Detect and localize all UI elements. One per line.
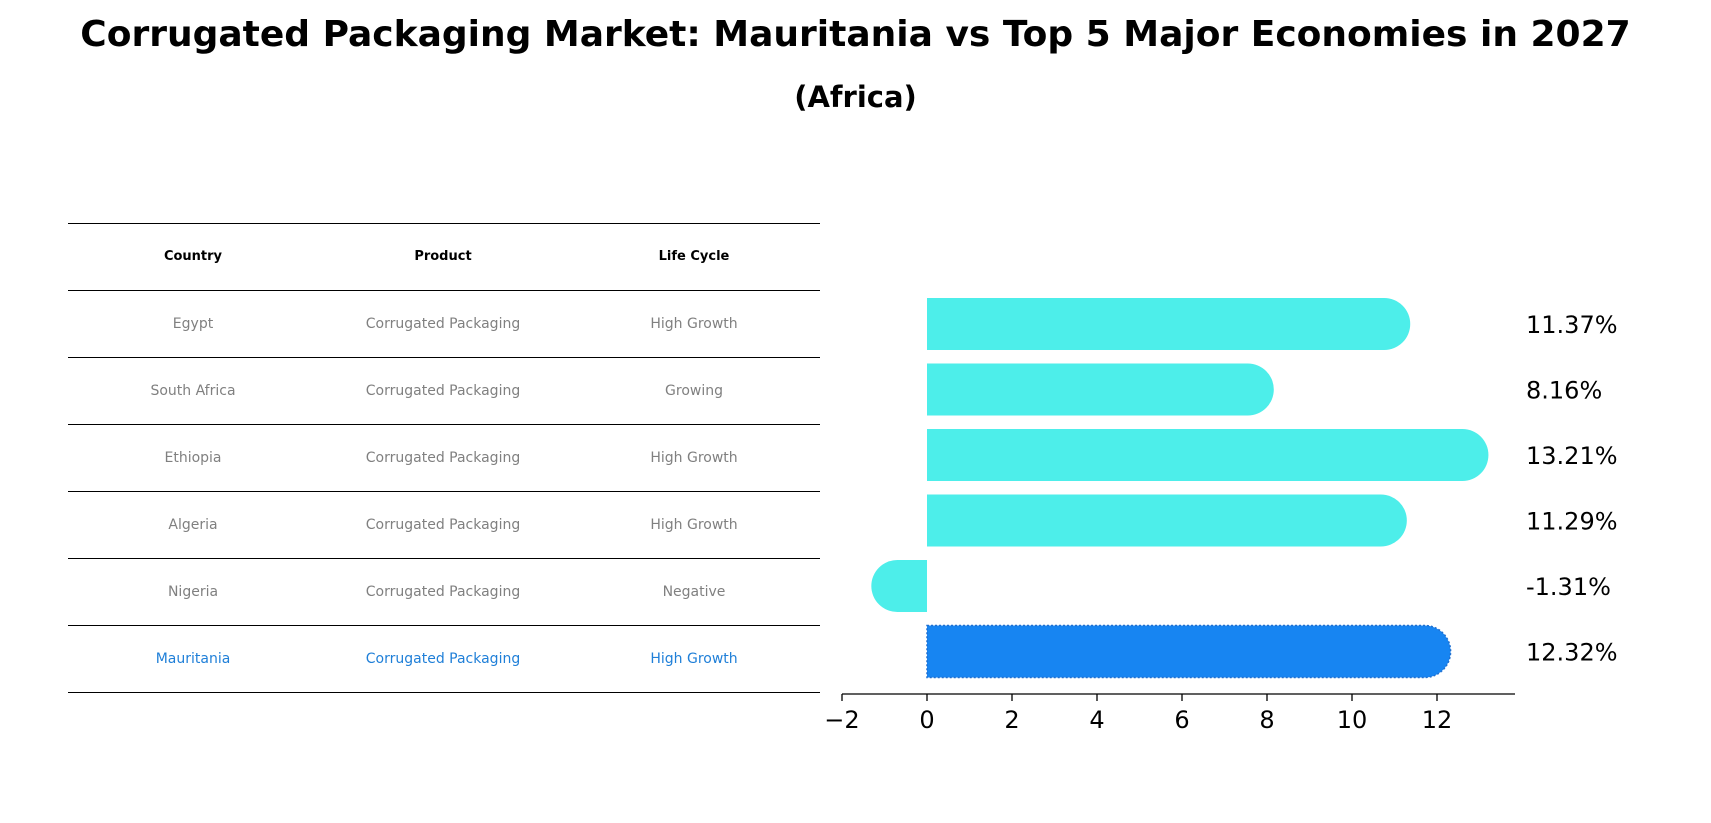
cell-product: Corrugated Packaging xyxy=(365,316,521,332)
cell-country: Algeria xyxy=(168,517,218,533)
x-tick-label: 8 xyxy=(1259,706,1274,734)
cell-country: Ethiopia xyxy=(164,450,222,466)
bar-algeria xyxy=(927,494,1407,547)
data-label: 8.16% xyxy=(1526,377,1602,405)
cell-product: Corrugated Packaging xyxy=(365,651,521,667)
x-tick-label: 2 xyxy=(1004,706,1019,734)
table-header-row: Country Product Life Cycle xyxy=(68,223,820,291)
cell-life-cycle: High Growth xyxy=(650,517,738,533)
chart-title: Corrugated Packaging Market: Mauritania … xyxy=(80,14,1631,55)
bar-nigeria xyxy=(871,560,927,612)
cell-life-cycle: Negative xyxy=(662,584,726,600)
table-row: Mauritania Corrugated Packaging High Gro… xyxy=(68,626,820,693)
bar-egypt xyxy=(927,298,1411,350)
table-row: Algeria Corrugated Packaging High Growth xyxy=(68,492,820,559)
x-tick-label: −2 xyxy=(824,706,859,734)
data-label: 13.21% xyxy=(1526,442,1618,470)
x-tick-label: 6 xyxy=(1174,706,1189,734)
cell-product: Corrugated Packaging xyxy=(365,383,521,399)
cell-product: Corrugated Packaging xyxy=(365,517,521,533)
data-table: Country Product Life Cycle Egypt Corruga… xyxy=(68,223,820,693)
header-country: Country xyxy=(163,249,223,264)
cell-country: Mauritania xyxy=(155,651,231,667)
bar-ethiopia xyxy=(927,429,1489,481)
chart-subtitle: (Africa) xyxy=(794,80,917,114)
table-row: Egypt Corrugated Packaging High Growth xyxy=(68,291,820,358)
table-row: South Africa Corrugated Packaging Growin… xyxy=(68,358,820,425)
table-row: Ethiopia Corrugated Packaging High Growt… xyxy=(68,425,820,492)
table-row: Nigeria Corrugated Packaging Negative xyxy=(68,559,820,626)
cell-life-cycle: Growing xyxy=(665,383,723,399)
cell-life-cycle: High Growth xyxy=(650,450,738,466)
bar-south-africa xyxy=(927,363,1274,416)
data-label: 11.29% xyxy=(1526,508,1618,536)
cell-country: Egypt xyxy=(172,316,214,332)
cell-country: South Africa xyxy=(150,383,236,399)
cell-country: Nigeria xyxy=(167,584,219,600)
cell-life-cycle: High Growth xyxy=(650,316,738,332)
bar-mauritania xyxy=(926,624,1452,679)
data-label: -1.31% xyxy=(1526,573,1611,601)
x-tick-label: 10 xyxy=(1337,706,1368,734)
x-tick-label: 0 xyxy=(919,706,934,734)
x-tick-label: 4 xyxy=(1089,706,1104,734)
cell-product: Corrugated Packaging xyxy=(365,584,521,600)
cell-life-cycle: High Growth xyxy=(650,651,738,667)
data-label: 12.32% xyxy=(1526,639,1618,667)
header-life-cycle: Life Cycle xyxy=(658,249,730,264)
header-product: Product xyxy=(414,249,472,264)
x-tick-label: 12 xyxy=(1422,706,1453,734)
data-label: 11.37% xyxy=(1526,311,1618,339)
cell-product: Corrugated Packaging xyxy=(365,450,521,466)
